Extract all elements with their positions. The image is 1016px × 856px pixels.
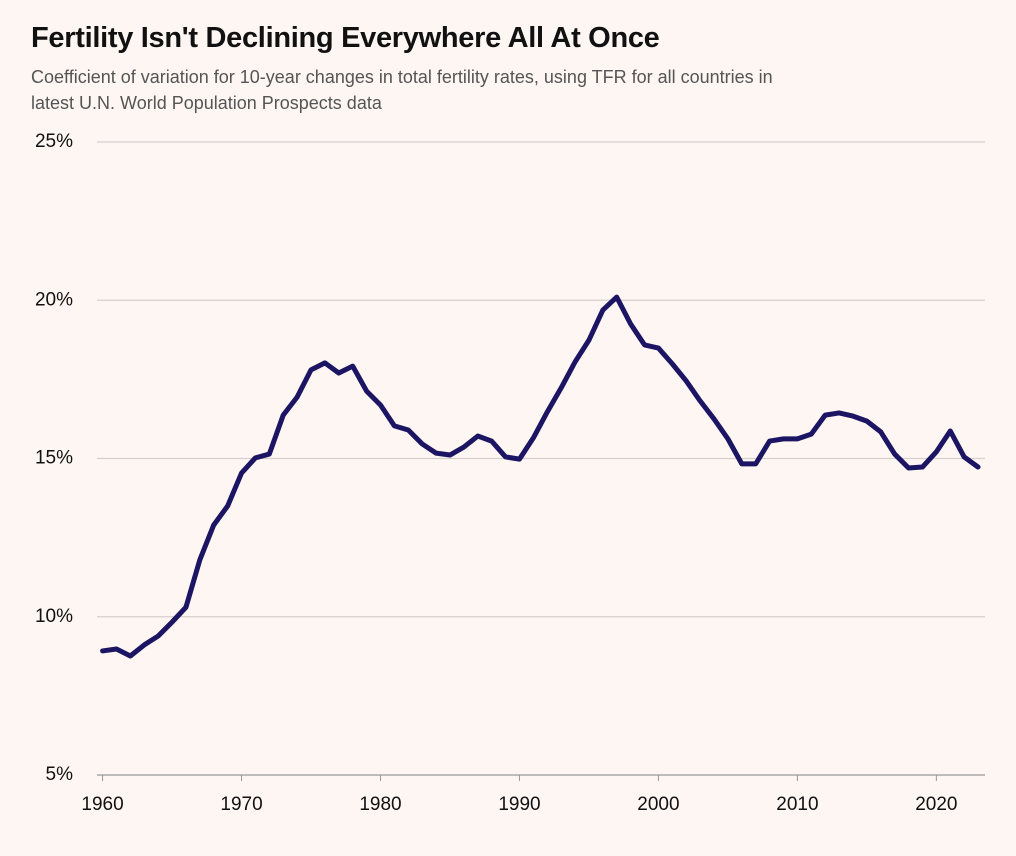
x-tick-label: 2000 [637, 794, 679, 815]
chart-subtitle: Coefficient of variation for 10-year cha… [31, 67, 773, 113]
y-tick-label: 15% [35, 448, 73, 469]
y-tick-label: 25% [35, 131, 73, 152]
x-tick-label: 1960 [81, 794, 123, 815]
y-tick-label: 10% [35, 606, 73, 627]
x-tick-label: 1990 [498, 794, 540, 815]
data-line [100, 294, 981, 659]
x-tick-label: 1980 [359, 794, 401, 815]
y-tick-label: 5% [46, 764, 74, 785]
x-tick-label: 2010 [776, 794, 818, 815]
chart-title: Fertility Isn't Declining Everywhere All… [31, 22, 660, 54]
x-tick-label: 1970 [220, 794, 262, 815]
x-tick-label: 2020 [915, 794, 957, 815]
y-tick-label: 20% [35, 289, 73, 310]
